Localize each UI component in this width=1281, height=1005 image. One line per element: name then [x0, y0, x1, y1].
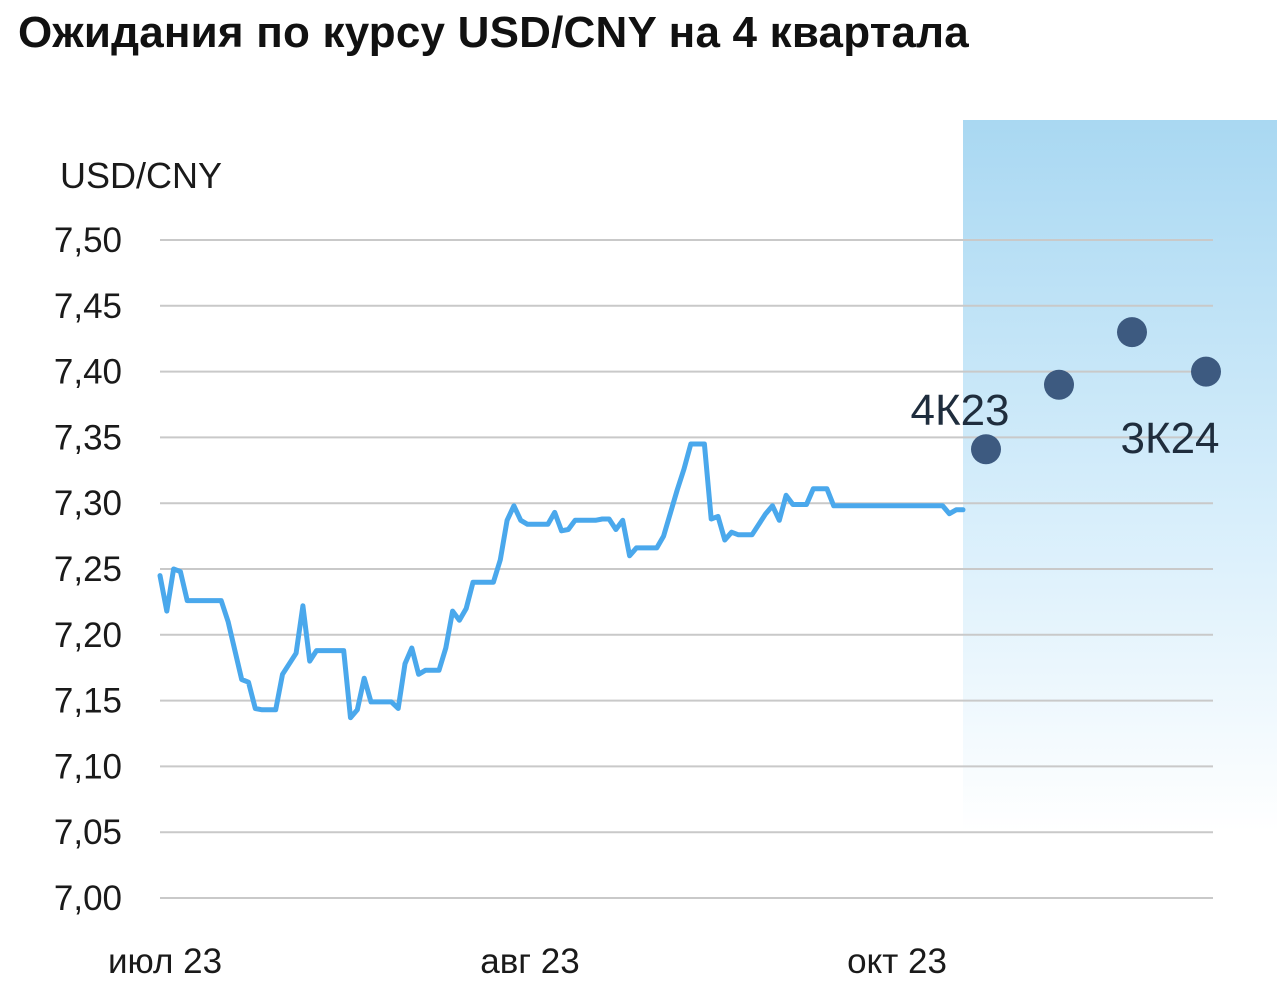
x-tick-label: июл 23	[108, 942, 222, 981]
forecast-band	[963, 120, 1277, 832]
y-tick-label: 7,15	[54, 682, 122, 721]
forecast-label-last: 3К24	[1120, 414, 1219, 463]
y-tick-label: 7,05	[54, 813, 122, 852]
forecast-point	[1044, 369, 1074, 400]
x-tick-label: окт 23	[847, 942, 947, 981]
forecast-label-first: 4К23	[910, 386, 1009, 435]
y-ticks: 7,50 7,45 7,40 7,35 7,30 7,25 7,20 7,15 7,10 7,05…	[54, 221, 122, 918]
y-tick-label: 7,10	[54, 747, 122, 786]
history-line	[157, 441, 966, 721]
forecast-series	[971, 317, 1221, 465]
gridlines	[160, 239, 1213, 899]
y-tick-label: 7,50	[54, 221, 122, 260]
y-tick-label: 7,00	[54, 879, 122, 918]
forecast-point	[1191, 356, 1221, 387]
y-axis-label: USD/CNY	[60, 155, 222, 196]
y-tick-label: 7,20	[54, 616, 122, 655]
chart-title: Ожидания по курсу USD/CNY на 4 квартала	[18, 8, 969, 57]
history-series	[157, 441, 966, 721]
x-tick-label: авг 23	[480, 942, 579, 981]
forecast-point	[1117, 317, 1147, 348]
forecast-point	[971, 434, 1001, 465]
y-tick-label: 7,30	[54, 484, 122, 523]
y-tick-label: 7,40	[54, 353, 122, 392]
x-ticks: июл 23 авг 23 окт 23	[108, 942, 947, 981]
y-tick-label: 7,25	[54, 550, 122, 589]
y-tick-label: 7,35	[54, 418, 122, 457]
y-tick-label: 7,45	[54, 287, 122, 326]
